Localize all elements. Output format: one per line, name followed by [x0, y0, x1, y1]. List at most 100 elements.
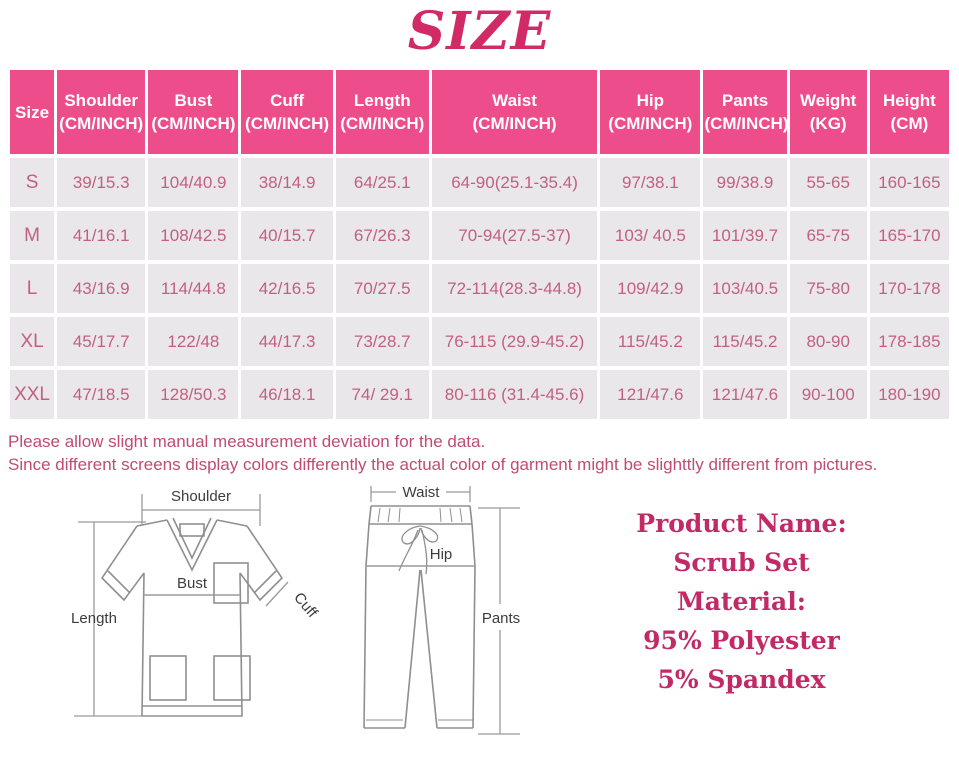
table-row: M 41/16.1 108/42.5 40/15.7 67/26.3 70-94(27.5… — [10, 211, 949, 260]
size-value-cell: 128/50.3 — [148, 370, 239, 419]
material-value-1: 95% Polyester — [643, 626, 840, 655]
size-value-cell: 42/16.5 — [241, 264, 333, 313]
size-label-cell: M — [10, 211, 55, 260]
col-header-line1: Height — [882, 91, 936, 110]
col-header-line2: (CM/INCH) — [245, 114, 330, 133]
col-header-line2: (CM/INCH) — [608, 114, 693, 133]
length-label: Length — [71, 610, 117, 627]
scrub-top-diagram: Shoulder Bust Length Cuff — [71, 488, 321, 717]
size-value-cell: 108/42.5 — [148, 211, 239, 260]
size-value-cell: 109/42.9 — [600, 264, 701, 313]
cuff-label: Cuff — [290, 589, 321, 621]
size-value-cell: 39/15.3 — [57, 158, 146, 207]
size-value-cell: 115/45.2 — [703, 317, 787, 366]
size-table: Size Shoulder (CM/INCH) Bust (CM/INCH) Cuf… — [7, 66, 952, 423]
size-value-cell: 121/47.6 — [600, 370, 701, 419]
col-header-line2: (CM/INCH) — [151, 114, 236, 133]
pants-outline — [363, 505, 476, 729]
size-value-cell: 40/15.7 — [241, 211, 333, 260]
size-value-cell: 41/16.1 — [57, 211, 146, 260]
col-header-line2: (CM/INCH) — [704, 114, 789, 133]
col-header-line1: Weight — [800, 91, 857, 110]
page-title: SIZE — [407, 1, 552, 62]
size-value-cell: 72-114(28.3-44.8) — [431, 264, 598, 313]
col-header-line2: (CM/INCH) — [59, 114, 144, 133]
measurement-lines — [370, 486, 520, 735]
size-label-cell: L — [10, 264, 55, 313]
size-value-cell: 99/38.9 — [703, 158, 787, 207]
size-value-cell: 64-90(25.1-35.4) — [431, 158, 598, 207]
size-label-cell: S — [10, 158, 55, 207]
col-header-size: Size — [10, 70, 55, 154]
size-label-cell: XL — [10, 317, 55, 366]
col-header-weight: Weight (KG) — [789, 70, 867, 154]
col-header-line1: Length — [353, 91, 411, 110]
size-value-cell: 114/44.8 — [148, 264, 239, 313]
size-value-cell: 70-94(27.5-37) — [431, 211, 598, 260]
col-header-line1: Cuff — [270, 91, 305, 110]
col-header-cuff: Cuff (CM/INCH) — [241, 70, 333, 154]
material-value-2: 5% Spandex — [657, 665, 826, 694]
col-header-bust: Bust (CM/INCH) — [148, 70, 239, 154]
note-line-1: Please allow slight manual measurement d… — [8, 432, 486, 451]
size-value-cell: 80-90 — [789, 317, 867, 366]
size-value-cell: 178-185 — [869, 317, 949, 366]
size-value-cell: 45/17.7 — [57, 317, 146, 366]
size-value-cell: 104/40.9 — [148, 158, 239, 207]
size-value-cell: 101/39.7 — [703, 211, 787, 260]
col-header-line1: Pants — [721, 91, 769, 110]
size-label-cell: XXL — [10, 370, 55, 419]
size-value-cell: 64/25.1 — [335, 158, 429, 207]
measurement-notes: Please allow slight manual measurement d… — [8, 430, 951, 476]
product-name-value: Scrub Set — [673, 548, 810, 577]
col-header-height: Height (CM) — [869, 70, 949, 154]
size-value-cell: 170-178 — [869, 264, 949, 313]
size-value-cell: 103/40.5 — [703, 264, 787, 313]
size-value-cell: 65-75 — [789, 211, 867, 260]
size-value-cell: 80-116 (31.4-45.6) — [431, 370, 598, 419]
size-value-cell: 103/ 40.5 — [600, 211, 701, 260]
size-value-cell: 165-170 — [869, 211, 949, 260]
size-value-cell: 75-80 — [789, 264, 867, 313]
col-header-line1: Hip — [636, 91, 665, 110]
col-header-line2: (CM/INCH) — [472, 114, 557, 133]
table-row: L 43/16.9 114/44.8 42/16.5 70/27.5 72-114(28.… — [10, 264, 949, 313]
size-value-cell: 74/ 29.1 — [335, 370, 429, 419]
material-label: Material: — [677, 587, 806, 616]
size-value-cell: 73/28.7 — [335, 317, 429, 366]
col-header-hip: Hip (CM/INCH) — [600, 70, 701, 154]
measurement-lines — [74, 494, 289, 717]
product-name-label: Product Name: — [636, 509, 847, 538]
size-value-cell: 76-115 (29.9-45.2) — [431, 317, 598, 366]
size-value-cell: 44/17.3 — [241, 317, 333, 366]
scrub-top-outline — [100, 517, 284, 717]
size-value-cell: 121/47.6 — [703, 370, 787, 419]
shoulder-label: Shoulder — [171, 488, 231, 505]
note-line-2: Since different screens display colors d… — [8, 455, 878, 474]
col-header-line1: Waist — [492, 91, 537, 110]
pants-label: Pants — [482, 610, 520, 627]
size-value-cell: 160-165 — [869, 158, 949, 207]
bottom-section: Shoulder Bust Length Cuff — [0, 478, 959, 740]
col-header-line2: (KG) — [809, 114, 847, 133]
col-header-line1: Shoulder — [64, 91, 139, 110]
table-row: XL 45/17.7 122/48 44/17.3 73/28.7 76-115 (29.… — [10, 317, 949, 366]
size-value-cell: 180-190 — [869, 370, 949, 419]
size-value-cell: 70/27.5 — [335, 264, 429, 313]
waist-label: Waist — [403, 484, 441, 501]
size-table-header: Size Shoulder (CM/INCH) Bust (CM/INCH) Cuf… — [10, 70, 949, 154]
product-info: Product Name: Scrub Set Material: 95% Po… — [584, 478, 959, 699]
size-value-cell: 90-100 — [789, 370, 867, 419]
table-row: XXL 47/18.5 128/50.3 46/18.1 74/ 29.1 80-116 … — [10, 370, 949, 419]
bust-label: Bust — [177, 575, 208, 592]
col-header-line1: Bust — [174, 91, 213, 110]
size-value-cell: 47/18.5 — [57, 370, 146, 419]
size-value-cell: 38/14.9 — [241, 158, 333, 207]
pants-diagram: Waist Hip Pants — [363, 484, 520, 735]
col-header-line2: (CM/INCH) — [340, 114, 425, 133]
col-header-line2: (CM) — [890, 114, 929, 133]
col-header-shoulder: Shoulder (CM/INCH) — [57, 70, 146, 154]
size-table-body: S 39/15.3 104/40.9 38/14.9 64/25.1 64-90(25.1… — [10, 158, 949, 419]
size-value-cell: 46/18.1 — [241, 370, 333, 419]
